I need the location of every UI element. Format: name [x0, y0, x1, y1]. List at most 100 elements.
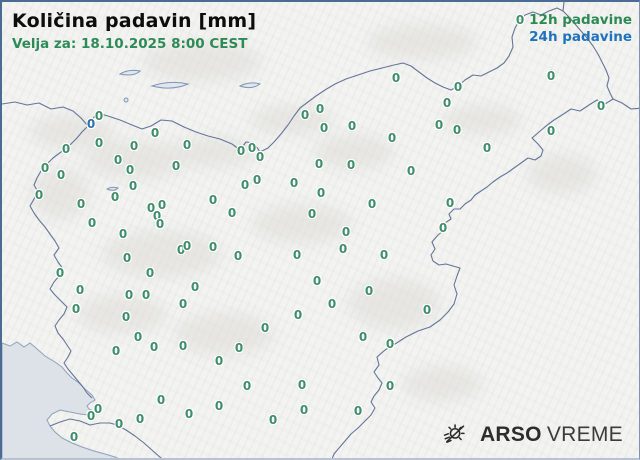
- station-value[interactable]: 0: [125, 163, 135, 177]
- station-value[interactable]: 0: [55, 266, 65, 280]
- station-value[interactable]: 0: [56, 168, 66, 182]
- station-value[interactable]: 0: [61, 142, 71, 156]
- station-value[interactable]: 0: [319, 121, 329, 135]
- station-value[interactable]: 0: [341, 225, 351, 239]
- station-value[interactable]: 0: [293, 308, 303, 322]
- station-value[interactable]: 0: [346, 158, 356, 172]
- station-value[interactable]: 0: [214, 399, 224, 413]
- station-value[interactable]: 0: [75, 283, 85, 297]
- station-value[interactable]: 0: [385, 337, 395, 351]
- station-value[interactable]: 0: [40, 161, 50, 175]
- station-value[interactable]: 0: [260, 321, 270, 335]
- station-value[interactable]: 0: [141, 288, 151, 302]
- station-value[interactable]: 0: [358, 330, 368, 344]
- station-value[interactable]: 0: [387, 131, 397, 145]
- station-value[interactable]: 0: [135, 412, 145, 426]
- station-value[interactable]: 0: [69, 430, 79, 444]
- station-value[interactable]: 0: [314, 157, 324, 171]
- station-value[interactable]: 0: [178, 339, 188, 353]
- station-value[interactable]: 0: [233, 249, 243, 263]
- station-value[interactable]: 0: [379, 248, 389, 262]
- station-value[interactable]: 0: [178, 297, 188, 311]
- station-value[interactable]: 0: [300, 108, 310, 122]
- station-value[interactable]: 0: [445, 196, 455, 210]
- station-value[interactable]: 0: [176, 243, 186, 257]
- station-value[interactable]: 0: [434, 118, 444, 132]
- station-value[interactable]: 0: [128, 179, 138, 193]
- station-value[interactable]: 0: [93, 402, 103, 416]
- station-value[interactable]: 0: [71, 302, 81, 316]
- station-value[interactable]: 0: [391, 71, 401, 85]
- station-value[interactable]: 0: [482, 141, 492, 155]
- station-value[interactable]: 0: [150, 126, 160, 140]
- station-value[interactable]: 0: [307, 207, 317, 221]
- station-value[interactable]: 0: [316, 186, 326, 200]
- station-value[interactable]: 0: [114, 417, 124, 431]
- station-value[interactable]: 0: [327, 297, 337, 311]
- station-value[interactable]: 0: [297, 378, 307, 392]
- station-value[interactable]: 0: [110, 190, 120, 204]
- station-value[interactable]: 0: [152, 209, 162, 223]
- station-value[interactable]: 0: [596, 99, 606, 113]
- station-value[interactable]: 0: [546, 69, 556, 83]
- station-value[interactable]: 0: [315, 102, 325, 116]
- station-value[interactable]: 0: [240, 178, 250, 192]
- station-value[interactable]: 0: [122, 251, 132, 265]
- station-value[interactable]: 0: [190, 280, 200, 294]
- station-value[interactable]: 0: [422, 303, 432, 317]
- station-value[interactable]: 0: [353, 404, 363, 418]
- station-value[interactable]: 0: [364, 284, 374, 298]
- station-value[interactable]: 0: [347, 119, 357, 133]
- station-value[interactable]: 0: [118, 227, 128, 241]
- station-value[interactable]: 0: [184, 407, 194, 421]
- station-value[interactable]: 0: [268, 413, 278, 427]
- station-value[interactable]: 0: [133, 330, 143, 344]
- station-value[interactable]: 0: [406, 164, 416, 178]
- station-value[interactable]: 0: [515, 13, 525, 27]
- arso-vreme-logo[interactable]: ARSO VREME: [441, 421, 623, 448]
- station-value[interactable]: 0: [129, 139, 139, 153]
- station-value[interactable]: 0: [385, 379, 395, 393]
- station-value[interactable]: 0: [146, 201, 156, 215]
- station-value[interactable]: 0: [86, 117, 96, 131]
- station-value[interactable]: 0: [87, 216, 97, 230]
- station-value[interactable]: 0: [171, 159, 181, 173]
- station-value[interactable]: 0: [236, 144, 246, 158]
- station-value[interactable]: 0: [312, 274, 322, 288]
- station-value[interactable]: 0: [182, 239, 192, 253]
- station-value[interactable]: 0: [208, 240, 218, 254]
- station-value[interactable]: 0: [94, 109, 104, 123]
- station-value[interactable]: 0: [208, 193, 218, 207]
- station-value[interactable]: 0: [338, 242, 348, 256]
- station-value[interactable]: 0: [255, 150, 265, 164]
- station-value[interactable]: 0: [546, 124, 556, 138]
- station-value[interactable]: 0: [299, 403, 309, 417]
- station-value[interactable]: 0: [227, 206, 237, 220]
- station-value[interactable]: 0: [86, 409, 96, 423]
- station-value[interactable]: 0: [453, 80, 463, 94]
- station-value[interactable]: 0: [34, 188, 44, 202]
- station-value[interactable]: 0: [247, 141, 257, 155]
- station-value[interactable]: 0: [157, 198, 167, 212]
- station-value[interactable]: 0: [121, 310, 131, 324]
- station-value[interactable]: 0: [214, 354, 224, 368]
- station-value[interactable]: 0: [289, 176, 299, 190]
- station-value[interactable]: 0: [234, 341, 244, 355]
- station-value[interactable]: 0: [145, 266, 155, 280]
- station-value[interactable]: 0: [111, 344, 121, 358]
- station-value[interactable]: 0: [438, 221, 448, 235]
- station-value[interactable]: 0: [156, 393, 166, 407]
- station-value[interactable]: 0: [76, 197, 86, 211]
- station-value[interactable]: 0: [452, 123, 462, 137]
- station-value[interactable]: 0: [252, 173, 262, 187]
- station-value[interactable]: 0: [124, 288, 134, 302]
- station-value[interactable]: 0: [94, 136, 104, 150]
- station-value[interactable]: 0: [155, 217, 165, 231]
- station-value[interactable]: 0: [292, 248, 302, 262]
- station-value[interactable]: 0: [149, 340, 159, 354]
- station-value[interactable]: 0: [182, 138, 192, 152]
- station-value[interactable]: 0: [113, 153, 123, 167]
- station-value[interactable]: 0: [242, 379, 252, 393]
- station-value[interactable]: 0: [442, 96, 452, 110]
- station-value[interactable]: 0: [367, 197, 377, 211]
